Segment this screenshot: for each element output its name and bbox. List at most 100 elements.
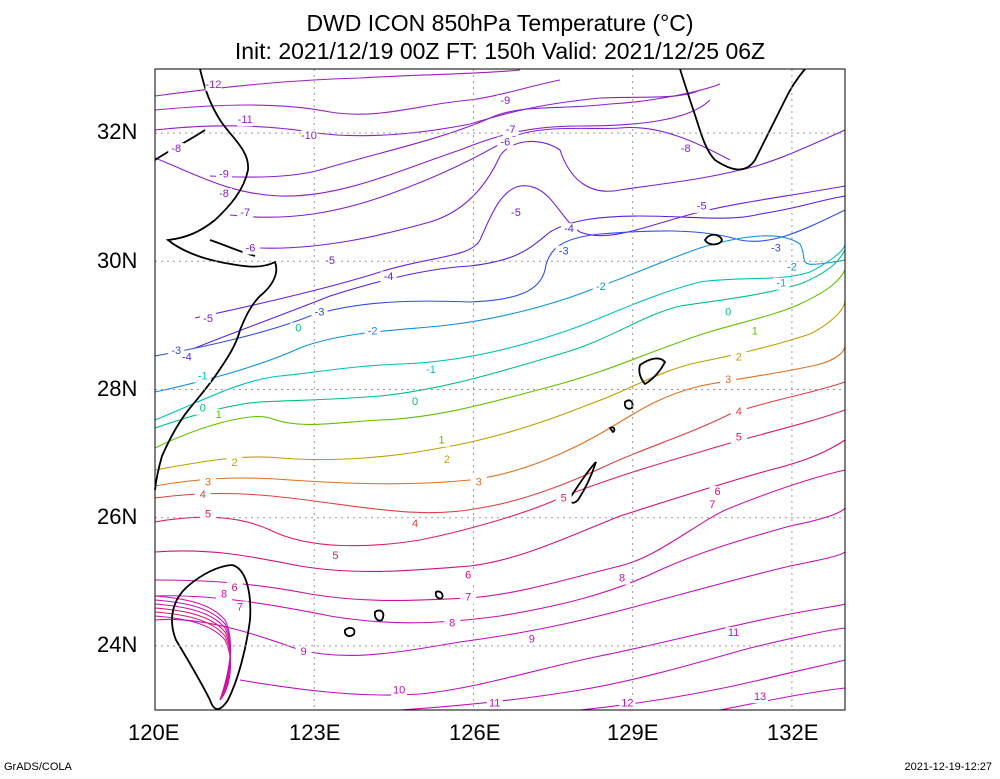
contour-label-background (523, 633, 540, 646)
contour-label-background (773, 277, 790, 290)
contour-line (154, 299, 846, 471)
contour-label: 5 (736, 431, 742, 443)
contour-label: 8 (221, 589, 227, 601)
lat-label-32n: 32N (97, 119, 138, 144)
contour-label: -4 (384, 271, 394, 283)
contour-label-background (200, 312, 217, 325)
contour-label-background (720, 306, 737, 319)
contour-label: -1 (426, 364, 436, 376)
contour-label: 3 (205, 476, 211, 488)
contour-label-background (194, 402, 211, 415)
contour-label: -8 (681, 143, 691, 155)
contour-label-background (226, 457, 243, 470)
contour-label-background (725, 627, 742, 640)
contour-label-background (237, 114, 254, 127)
contour-label: 0 (200, 403, 206, 415)
coastline (209, 239, 256, 257)
contour-label-background (730, 431, 747, 444)
contour-label-background (555, 492, 572, 505)
map-frame (154, 68, 846, 711)
contour-label-background (460, 591, 477, 604)
contour-line (154, 235, 846, 393)
contour-label-background (364, 325, 381, 338)
contour-label-background (391, 684, 408, 697)
contour-label: 7 (465, 592, 471, 604)
contour-label: -5 (325, 255, 335, 267)
contour-label: -5 (697, 201, 707, 213)
contour-label: -3 (315, 306, 325, 318)
contour-line (154, 249, 846, 429)
coastline (373, 609, 385, 622)
contour-label-background (507, 207, 524, 220)
contour-label: -3 (171, 345, 181, 357)
contour-line (154, 243, 846, 421)
contour-label-background (200, 476, 217, 489)
contour-label: 12 (621, 697, 633, 709)
contour-label-background (300, 130, 317, 143)
contour-line (154, 595, 231, 701)
contour-label-background (783, 261, 800, 274)
contour-label-background (677, 143, 694, 156)
contour-label-background (486, 697, 503, 710)
contour-label-background (438, 454, 455, 467)
lat-label-24n: 24N (97, 632, 138, 657)
coastline (623, 399, 634, 410)
contour-line (154, 615, 231, 701)
contour-label: -7 (506, 124, 516, 136)
contour-label-background (322, 255, 339, 268)
map-title-line1: DWD ICON 850hPa Temperature (°C) (306, 10, 694, 36)
contour-label-background (555, 245, 572, 258)
contour-line (209, 83, 721, 178)
contour-label-background (205, 79, 222, 92)
contour-label-background (730, 405, 747, 418)
contour-line (719, 687, 846, 711)
coastlines (154, 68, 806, 710)
contour-label: -2 (787, 262, 797, 274)
contour-label-background (200, 508, 217, 521)
contour-line (154, 209, 846, 357)
contour-label: 2 (736, 351, 742, 363)
contour-label-background (470, 476, 487, 489)
contour-label: -4 (182, 351, 192, 363)
contour-label-background (290, 322, 307, 335)
contour-label: -7 (240, 207, 250, 219)
coastline (344, 627, 356, 637)
contour-label-background (561, 223, 577, 236)
contour-label: 8 (619, 573, 625, 585)
contour-label: -6 (500, 137, 510, 149)
coastline (569, 461, 597, 504)
contour-label-background (433, 434, 450, 447)
contour-line (154, 409, 846, 547)
contour-label-background (614, 572, 631, 585)
grid-lines (155, 69, 845, 710)
contour-label: 5 (561, 492, 567, 504)
contour-label: 3 (476, 476, 482, 488)
contour-label-background (746, 325, 763, 338)
contour-label-background (619, 697, 636, 710)
contour-label-background (407, 518, 424, 531)
contour-label: 11 (728, 627, 739, 639)
contour-line (154, 79, 561, 115)
contour-label: 6 (465, 569, 471, 581)
contour-label: 6 (232, 582, 238, 594)
contour-label-background (242, 242, 259, 255)
contour-label: 4 (200, 489, 206, 501)
contour-label: 6 (715, 486, 721, 498)
contour-label: 1 (439, 435, 445, 447)
map-title-line2: Init: 2021/12/19 00Z FT: 150h Valid: 202… (234, 38, 766, 64)
contour-label: -1 (198, 371, 208, 383)
lat-label-26n: 26N (97, 504, 138, 529)
contour-label: -8 (171, 143, 181, 155)
contour-label: -5 (511, 207, 521, 219)
contour-line (154, 99, 711, 197)
contour-label-background (231, 601, 248, 614)
contour-line (194, 185, 846, 319)
contour-label-background (407, 396, 424, 409)
contour-label: 2 (232, 457, 238, 469)
contour-label-background (168, 345, 185, 358)
coastline (679, 68, 806, 171)
contour-label-background (704, 498, 721, 511)
contour-label-background (168, 143, 185, 156)
contour-line (154, 551, 846, 657)
contour-label: 4 (412, 518, 418, 530)
